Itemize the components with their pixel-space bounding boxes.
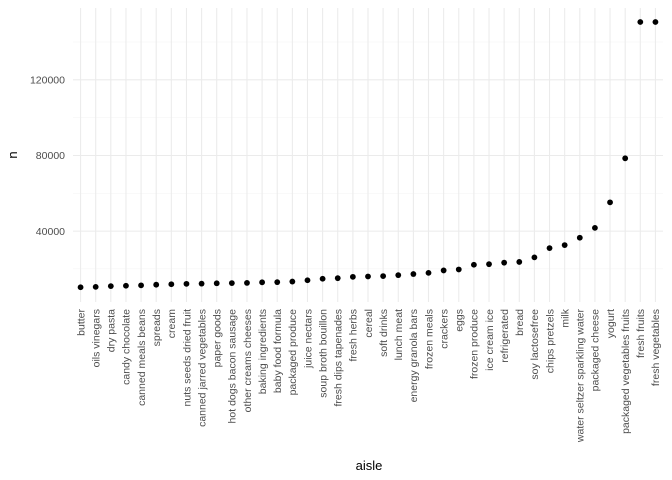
x-tick-label: cereal xyxy=(363,309,375,338)
x-tick-label: canned meals beans xyxy=(136,309,148,406)
data-point xyxy=(531,254,538,261)
data-point xyxy=(546,245,553,252)
data-point xyxy=(637,19,644,25)
x-tick-label: butter xyxy=(75,309,87,336)
x-tick-label: fresh vegetables xyxy=(650,309,662,386)
x-tick-label: water seltzer sparkling water xyxy=(575,309,587,444)
data-point xyxy=(425,269,432,276)
y-tick-label: 80000 xyxy=(36,150,65,162)
x-tick-label: soup broth bouillon xyxy=(317,309,329,398)
x-tick-label: other creams cheeses xyxy=(242,309,254,412)
data-point xyxy=(410,271,417,277)
data-point xyxy=(319,275,326,282)
data-point xyxy=(123,282,129,289)
x-tick-label: dry pasta xyxy=(106,309,118,352)
data-point xyxy=(228,280,235,286)
data-points xyxy=(77,19,659,291)
x-tick-label: soft drinks xyxy=(378,309,390,357)
data-point xyxy=(168,281,175,288)
x-tick-label: frozen meals xyxy=(423,309,435,369)
data-point xyxy=(349,273,356,280)
x-tick-label: energy granola bars xyxy=(408,309,420,402)
x-tick-label: fresh herbs xyxy=(348,309,360,362)
data-point xyxy=(198,280,205,287)
data-point xyxy=(289,278,296,285)
x-tick-label: paper goods xyxy=(212,309,224,367)
data-point xyxy=(516,259,523,265)
x-tick-label: baking ingredients xyxy=(257,309,269,394)
data-point xyxy=(607,199,613,206)
y-axis-title: n xyxy=(5,151,20,158)
x-tick-label: packaged vegetables fruits xyxy=(620,309,632,434)
data-point xyxy=(561,242,568,248)
x-tick-label: crackers xyxy=(438,309,450,349)
data-point xyxy=(380,273,387,279)
x-tick-label: chips pretzels xyxy=(544,309,556,373)
data-point xyxy=(77,284,84,291)
y-tick-label: 40000 xyxy=(36,226,65,238)
data-point xyxy=(92,283,99,290)
y-axis-tick-labels: 40000 80000 120000 xyxy=(30,75,65,238)
data-point xyxy=(592,224,598,231)
x-tick-label: cream xyxy=(166,309,178,338)
data-point xyxy=(486,261,492,268)
x-tick-label: lunch meat xyxy=(393,309,405,360)
x-tick-label: refrigerated xyxy=(499,309,511,363)
x-tick-label: hot dogs bacon sausage xyxy=(227,309,239,424)
data-point xyxy=(213,280,220,287)
x-tick-label: oils vinegars xyxy=(90,309,102,367)
data-point xyxy=(274,279,281,286)
data-point xyxy=(470,261,477,268)
x-tick-label: ice cream ice xyxy=(484,309,496,371)
data-point xyxy=(304,277,311,284)
x-tick-label: baby food formula xyxy=(272,309,284,393)
x-tick-label: nuts seeds dried fruit xyxy=(181,309,193,407)
grid-lines xyxy=(73,8,663,302)
data-point xyxy=(153,281,160,288)
x-axis-title: aisle xyxy=(356,458,383,473)
x-tick-label: canned jarred vegetables xyxy=(196,309,208,427)
x-tick-label: milk xyxy=(559,308,571,327)
x-tick-label: packaged produce xyxy=(287,309,299,396)
data-point xyxy=(501,259,508,266)
x-tick-label: eggs xyxy=(454,309,466,332)
data-point xyxy=(244,280,250,286)
x-tick-label: juice nectars xyxy=(302,309,314,369)
data-point xyxy=(259,279,266,286)
data-point xyxy=(440,267,447,274)
data-point xyxy=(183,280,190,287)
data-point xyxy=(652,19,659,25)
data-point xyxy=(576,234,583,241)
x-tick-label: fresh dips tapenades xyxy=(333,309,345,406)
x-tick-label: candy chocolate xyxy=(121,309,133,385)
x-tick-label: yogurt xyxy=(605,309,617,338)
x-tick-label: fresh fruits xyxy=(635,309,647,358)
x-tick-label: spreads xyxy=(151,309,163,346)
x-tick-label: packaged cheese xyxy=(590,309,602,391)
data-point xyxy=(455,266,462,273)
y-tick-label: 120000 xyxy=(30,75,65,87)
data-point xyxy=(395,272,402,279)
x-tick-label: bread xyxy=(514,309,526,336)
x-tick-label: soy lactosefree xyxy=(529,309,541,380)
data-point xyxy=(622,155,629,162)
data-point xyxy=(107,283,114,290)
data-point xyxy=(138,282,144,289)
data-point xyxy=(365,273,371,280)
data-point xyxy=(334,275,341,282)
x-tick-label: frozen produce xyxy=(469,309,481,379)
x-axis-tick-labels: butter oils vinegars dry pasta candy chocol… xyxy=(75,308,662,443)
